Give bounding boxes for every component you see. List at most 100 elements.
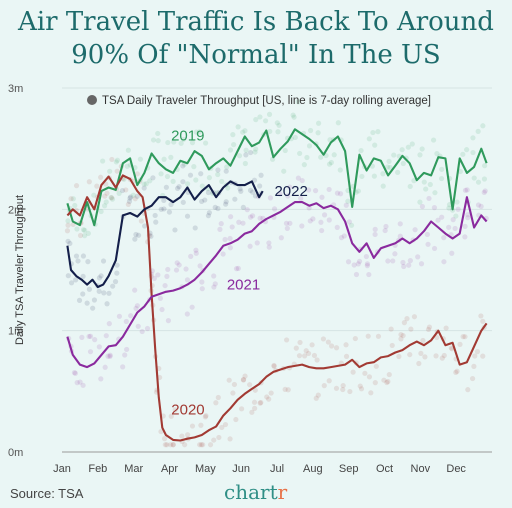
daily-point: [200, 442, 206, 448]
daily-point: [242, 373, 248, 379]
daily-point: [75, 258, 81, 264]
daily-point: [124, 346, 130, 353]
series-label-2021: 2021: [227, 277, 260, 294]
daily-point: [189, 304, 195, 310]
daily-point: [295, 99, 301, 105]
daily-point: [351, 262, 357, 268]
daily-point: [341, 233, 347, 239]
daily-point: [116, 190, 122, 196]
daily-point: [183, 266, 189, 272]
daily-point: [425, 326, 432, 333]
daily-point: [399, 147, 405, 153]
daily-point: [157, 295, 163, 301]
daily-point: [266, 111, 273, 117]
daily-point: [80, 253, 87, 259]
daily-point: [267, 195, 274, 201]
daily-point: [267, 128, 273, 135]
daily-point: [223, 199, 229, 205]
daily-point: [364, 261, 371, 267]
daily-point: [384, 379, 390, 386]
daily-point: [326, 378, 332, 384]
daily-point: [462, 234, 468, 240]
daily-point: [102, 203, 108, 209]
daily-point: [197, 442, 203, 448]
daily-point: [166, 209, 173, 215]
daily-point: [150, 175, 156, 181]
daily-point: [448, 345, 454, 351]
daily-point: [386, 371, 392, 378]
daily-point: [185, 432, 191, 438]
daily-point: [253, 117, 259, 123]
daily-point: [275, 129, 281, 135]
daily-point: [333, 345, 340, 351]
daily-point: [211, 437, 217, 443]
daily-point: [433, 353, 439, 359]
daily-point: [462, 334, 468, 340]
daily-point: [409, 141, 415, 147]
daily-point: [277, 191, 283, 197]
daily-point: [352, 335, 358, 342]
daily-point: [271, 362, 277, 369]
daily-point: [71, 369, 78, 376]
daily-point: [398, 336, 404, 342]
daily-point: [96, 288, 102, 294]
daily-point: [419, 146, 425, 152]
daily-point: [408, 326, 414, 332]
daily-point: [395, 169, 401, 175]
daily-point: [207, 442, 214, 448]
daily-point: [417, 152, 423, 158]
daily-point: [281, 168, 287, 174]
daily-point: [481, 176, 488, 182]
daily-point: [309, 342, 315, 348]
daily-point: [305, 350, 312, 357]
daily-point: [364, 263, 370, 269]
daily-point: [176, 262, 182, 268]
daily-point: [229, 224, 235, 230]
daily-point: [189, 423, 196, 429]
daily-point: [405, 144, 411, 150]
daily-point: [303, 348, 309, 354]
daily-point: [199, 198, 205, 205]
daily-point: [470, 149, 476, 156]
daily-point: [382, 227, 388, 234]
daily-point: [215, 171, 221, 178]
daily-point: [193, 177, 199, 183]
daily-point: [469, 375, 476, 382]
daily-point: [132, 236, 138, 242]
daily-point: [168, 154, 174, 160]
daily-point: [198, 171, 204, 177]
daily-point: [107, 352, 113, 358]
daily-point: [197, 263, 203, 269]
chart-title: Air Travel Traffic Is Back To Around 90%…: [18, 7, 494, 70]
daily-point: [397, 221, 403, 227]
daily-point: [178, 140, 184, 146]
daily-point: [441, 259, 447, 265]
daily-point: [191, 164, 197, 170]
daily-point: [318, 154, 324, 160]
daily-point: [372, 231, 378, 238]
daily-point: [137, 156, 143, 162]
daily-point: [268, 390, 274, 396]
daily-point: [161, 197, 167, 203]
daily-point: [333, 385, 340, 391]
daily-point: [383, 223, 389, 230]
daily-point: [287, 220, 293, 226]
daily-point: [295, 175, 301, 181]
daily-point: [422, 354, 428, 360]
daily-point: [100, 258, 107, 264]
daily-point: [385, 378, 391, 385]
daily-point: [319, 227, 325, 234]
daily-point: [439, 166, 445, 172]
x-tick-label: Aug: [303, 463, 323, 475]
daily-point: [217, 226, 223, 232]
daily-point: [125, 201, 131, 208]
daily-point: [464, 147, 470, 153]
daily-point: [218, 221, 224, 227]
daily-point: [86, 333, 92, 340]
daily-point: [242, 160, 248, 167]
daily-point: [243, 152, 249, 158]
daily-point: [415, 254, 421, 260]
daily-point: [120, 364, 126, 370]
daily-point: [152, 212, 158, 219]
daily-point: [254, 240, 260, 246]
